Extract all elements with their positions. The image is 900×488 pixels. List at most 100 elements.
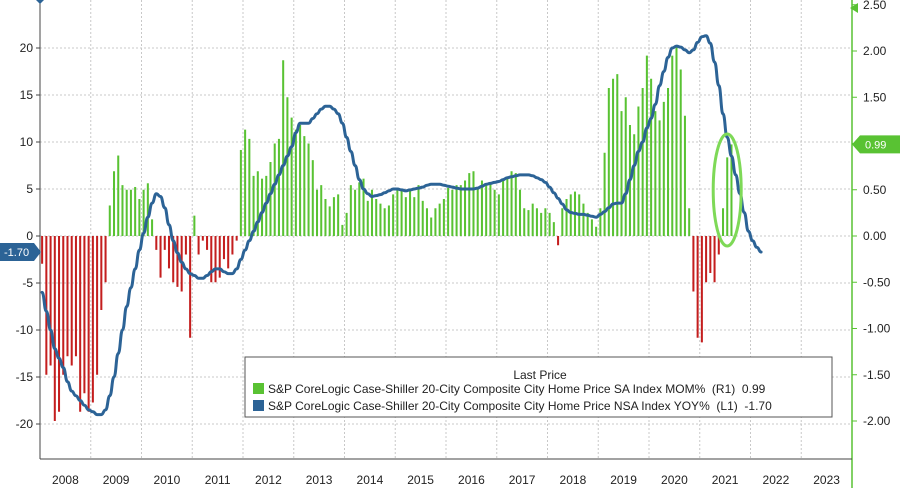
mom-bar <box>231 236 234 255</box>
mom-bar <box>41 236 44 264</box>
legend-swatch-yoy <box>253 400 264 411</box>
mom-bar <box>514 173 517 236</box>
left-current-tag-label: -1.70 <box>4 247 29 259</box>
left-tick-label: 10 <box>20 135 34 149</box>
mom-bar <box>688 208 691 236</box>
mom-bar <box>493 189 496 236</box>
mom-bar <box>489 182 492 236</box>
mom-bar <box>83 236 86 394</box>
mom-bar <box>658 120 661 237</box>
year-label: 2019 <box>610 473 637 487</box>
year-label: 2020 <box>661 473 688 487</box>
right-tick-label: -2.00 <box>863 414 891 428</box>
left-tick-label: -15 <box>16 370 34 384</box>
mom-bar <box>620 111 623 236</box>
legend-title: Last Price <box>513 368 567 382</box>
mom-bar <box>396 187 399 236</box>
mom-bar <box>607 88 610 236</box>
mom-bar <box>722 208 725 236</box>
mom-bar <box>206 236 209 250</box>
right-tick-label: -1.50 <box>863 368 891 382</box>
mom-bar <box>222 236 225 260</box>
mom-bar <box>650 78 653 236</box>
mom-bar <box>167 236 170 269</box>
year-label: 2018 <box>560 473 587 487</box>
mom-bar <box>151 219 154 236</box>
mom-bar <box>307 143 310 236</box>
mom-bar <box>273 143 276 236</box>
mom-bar <box>184 236 187 255</box>
left-tick-label: 0 <box>26 229 33 243</box>
mom-bar <box>58 236 61 412</box>
x-axis-years: 2008 2009 2010 2011 2012 2013 2014 2015 2016 2017… <box>52 473 840 487</box>
left-tick-label: 15 <box>20 88 34 102</box>
mom-bar <box>366 200 369 236</box>
year-label: 2015 <box>407 473 434 487</box>
left-tick-label: -20 <box>16 417 34 431</box>
mom-bar <box>104 236 107 283</box>
mom-bar <box>125 189 128 236</box>
mom-bar <box>599 208 602 236</box>
mom-bar <box>696 236 699 338</box>
mom-bar <box>472 171 475 236</box>
legend: Last Price S&P CoreLogic Case-Shiller 20… <box>244 356 833 418</box>
legend-label-yoy: S&P CoreLogic Case-Shiller 20-City Compo… <box>268 399 772 413</box>
mom-bar <box>616 74 619 237</box>
mom-bar <box>172 236 175 283</box>
yoy-line <box>40 34 763 417</box>
mom-bar <box>633 134 636 236</box>
mom-bar <box>286 97 289 236</box>
mom-bar <box>197 236 200 255</box>
mom-bar <box>248 138 251 237</box>
mom-bar <box>261 178 264 236</box>
mom-bar <box>320 185 323 237</box>
mom-bar <box>142 189 145 236</box>
mom-bar <box>624 97 627 236</box>
mom-bar <box>675 46 678 236</box>
mom-bar <box>341 224 344 236</box>
mom-bar <box>138 199 141 236</box>
mom-bar <box>476 187 479 236</box>
mom-bar <box>176 236 179 287</box>
mom-bar <box>480 180 483 236</box>
mom-bar <box>455 185 458 237</box>
mom-bar <box>679 69 682 236</box>
right-tick-label: 1.50 <box>863 90 887 104</box>
mom-bar <box>349 185 352 237</box>
highlight-ellipse <box>711 132 743 248</box>
legend-box <box>244 356 833 418</box>
mom-bar <box>447 187 450 236</box>
mom-bar <box>324 199 327 236</box>
left-tick-label: 5 <box>26 182 33 196</box>
mom-bar <box>62 236 65 375</box>
year-label: 2009 <box>103 473 130 487</box>
year-label: 2012 <box>255 473 282 487</box>
mom-bar <box>265 175 268 237</box>
mom-bar <box>269 162 272 236</box>
mom-bar <box>709 236 712 273</box>
mom-bar <box>603 152 606 236</box>
mom-bar <box>662 101 665 237</box>
mom-bar <box>700 236 703 343</box>
mom-bar <box>193 215 196 236</box>
mom-bar <box>645 55 648 237</box>
year-label: 2021 <box>712 473 739 487</box>
mom-bar <box>290 117 293 236</box>
year-label: 2014 <box>357 473 384 487</box>
mom-bar <box>531 203 534 237</box>
mom-bar <box>91 236 94 403</box>
mom-bar <box>713 236 716 283</box>
mom-bar <box>45 236 48 375</box>
mom-bar <box>717 236 720 255</box>
mom-bar <box>362 178 365 236</box>
mom-bar <box>641 88 644 236</box>
mom-bar <box>413 197 416 236</box>
mom-bar <box>311 160 314 236</box>
right-tick-label: 2.00 <box>863 44 887 58</box>
legend-label-mom: S&P CoreLogic Case-Shiller 20-City Compo… <box>268 382 766 396</box>
left-current-tag <box>0 243 41 261</box>
mom-bar <box>383 208 386 236</box>
mom-bar <box>354 189 357 236</box>
mom-bar <box>358 182 361 236</box>
mom-bar <box>400 189 403 236</box>
